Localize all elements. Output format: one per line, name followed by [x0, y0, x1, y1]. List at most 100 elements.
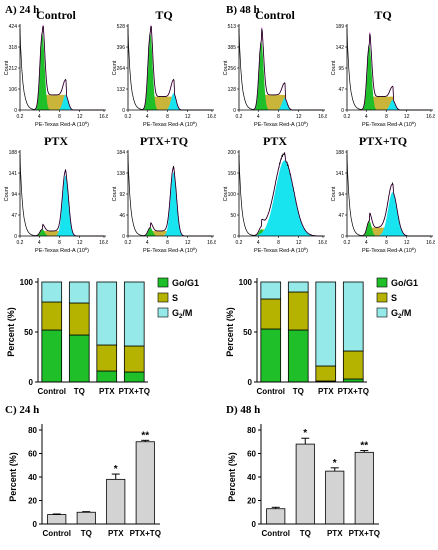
x-tick-label: 12 — [296, 114, 302, 120]
stacked-segment — [315, 281, 337, 367]
y-axis-title: Count — [4, 60, 10, 75]
y-tick-label: 60 — [28, 450, 37, 459]
stacked-segment — [123, 345, 145, 373]
y-tick-label: 396 — [117, 45, 126, 51]
y-tick-label: 40 — [247, 473, 256, 482]
x-tick-label: 4 — [365, 240, 368, 246]
x-tick-label: 16.8 — [426, 240, 435, 246]
histogram-title: TQ — [374, 8, 392, 22]
x-axis-title: PE-Texas Red-A (106) — [362, 246, 416, 254]
y-axis-title: Percent (%) — [8, 452, 18, 502]
legend-swatch — [376, 277, 388, 288]
y-tick-label: 0 — [233, 234, 236, 240]
g2m-peak-fill — [20, 175, 104, 236]
x-axis-close: ) — [414, 122, 416, 128]
y-tick-label: 184 — [117, 150, 126, 156]
y-tick-label: 80 — [28, 426, 37, 435]
y-tick-label: 80 — [247, 426, 256, 435]
category-label: PTX — [327, 529, 343, 538]
category-label: TQ — [293, 387, 304, 396]
s-phase-fill — [347, 96, 431, 110]
histogram-plot: 0 128 256 385 513 0.2 4 8 12 16.8 Count PE-Texas Re… — [223, 24, 327, 128]
x-axis-exponent: 6 — [304, 246, 307, 251]
x-axis-exponent: 6 — [193, 246, 196, 251]
g2m-peak-fill — [20, 94, 104, 110]
y-tick-label: 94 — [338, 192, 344, 198]
g1-peak-fill — [239, 41, 323, 110]
histogram-panel: PTX 0 50 100 150 200 0.2 4 8 12 16.8 Count PE-Texas … — [223, 134, 327, 266]
x-tick-label: 4 — [257, 240, 260, 246]
y-tick-label: 50 — [230, 213, 236, 219]
y-tick-label: 200 — [228, 150, 237, 156]
histogram-panel: TQ 0 47 95 142 189 0.2 4 8 12 16.8 Count PE-Texas Re… — [331, 8, 435, 140]
stacked-bar-chart-48h: Control TQ PTX PTX+TQ 0 50 100 Percent (%) Go/G1… — [225, 277, 418, 396]
y-tick-label: 424 — [9, 24, 18, 30]
x-tick-label: 4 — [146, 114, 149, 120]
x-axis-exponent: 6 — [193, 120, 196, 125]
x-tick-label: 8 — [385, 114, 388, 120]
y-tick-label: 132 — [117, 87, 126, 93]
legend-label: G2/M — [391, 308, 411, 320]
category-label: Control — [257, 387, 285, 396]
y-tick-label: 385 — [228, 45, 237, 51]
y-axis-title: Count — [331, 186, 337, 201]
stacked-segment — [41, 329, 63, 383]
y-axis-title: Count — [112, 186, 118, 201]
g2m-peak-fill — [347, 99, 431, 110]
legend-subscript: 2 — [179, 314, 183, 320]
x-tick-label: 16.8 — [318, 240, 327, 246]
y-tick-label: 50 — [243, 328, 252, 337]
x-tick-label: 16.8 — [207, 240, 216, 246]
y-tick-label: 20 — [247, 497, 256, 506]
x-tick-label: 0.2 — [17, 114, 24, 120]
x-tick-label: 0.2 — [344, 240, 351, 246]
x-tick-label: 16.8 — [99, 114, 108, 120]
y-tick-label: 0 — [341, 234, 344, 240]
x-tick-label: 8 — [58, 240, 61, 246]
category-label: PTX — [99, 387, 115, 396]
stacked-bar-chart-24h: Control TQ PTX PTX+TQ 0 50 100 Percent (%) Go/G1… — [6, 277, 199, 396]
stacked-segment — [342, 281, 364, 352]
y-tick-label: 95 — [338, 66, 344, 72]
legend-swatch — [376, 292, 388, 303]
histogram-panel: PTX 0 47 94 141 188 0.2 4 8 12 16.8 Count PE-Texas R… — [4, 134, 108, 266]
significance-marker: * — [114, 464, 118, 475]
category-label: Control — [262, 529, 290, 538]
histogram-plot: 0 106 212 318 424 0.2 4 8 12 16.8 Count PE-Texas Re… — [4, 24, 108, 128]
legend-label-rest: /M — [401, 308, 411, 318]
histogram-plot: 0 46 92 138 184 0.2 4 8 12 16.8 Count PE-Texas Red-… — [112, 150, 216, 254]
y-tick-label: 0 — [233, 108, 236, 114]
histogram-plot: 0 47 95 142 189 0.2 4 8 12 16.8 Count PE-Texas Red-… — [331, 24, 435, 128]
category-label: Control — [38, 387, 66, 396]
histogram-plot: 0 132 264 396 528 0.2 4 8 12 16.8 Count PE-Texas Re… — [112, 24, 216, 128]
histogram-title: PTX+TQ — [358, 134, 408, 148]
x-axis-close: ) — [195, 122, 197, 128]
x-axis-close: ) — [306, 122, 308, 128]
histogram-panel: Control 0 106 212 318 424 0.2 4 8 12 16.8 Count PE-T… — [4, 8, 108, 140]
x-axis-title: PE-Texas Red-A (106) — [254, 246, 308, 254]
legend-subscript: 2 — [398, 314, 402, 320]
x-tick-label: 16.8 — [207, 114, 216, 120]
legend-label-rest: /M — [182, 308, 192, 318]
y-axis-title: Count — [112, 60, 118, 75]
x-axis-title: PE-Texas Red-A (106) — [35, 120, 89, 128]
stacked-segment — [96, 370, 118, 383]
x-axis-close: ) — [195, 248, 197, 254]
x-axis-title: PE-Texas Red-A (106) — [143, 246, 197, 254]
y-tick-label: 40 — [28, 473, 37, 482]
x-axis-title: PE-Texas Red-A (106) — [254, 120, 308, 128]
legend-swatch — [157, 292, 169, 303]
x-tick-label: 8 — [58, 114, 61, 120]
category-label: PTX — [108, 529, 124, 538]
x-tick-label: 16.8 — [318, 114, 327, 120]
histogram-plot: 0 47 94 141 188 0.2 4 8 12 16.8 Count PE-Texas Red-… — [331, 150, 435, 254]
x-axis-close: ) — [306, 248, 308, 254]
y-tick-label: 47 — [11, 213, 17, 219]
x-axis-title: PE-Texas Red-A (106) — [35, 246, 89, 254]
bar-chart-48h: Control * TQ * PTX ** PTX+TQ 0 20 40 60 80 Percent (… — [227, 424, 380, 538]
x-axis-exponent: 6 — [412, 246, 415, 251]
histogram-panel: PTX+TQ 0 46 92 138 184 0.2 4 8 12 16.8 Count PE-Texa… — [112, 134, 216, 266]
bar — [135, 441, 155, 525]
stacked-segment — [68, 302, 90, 336]
